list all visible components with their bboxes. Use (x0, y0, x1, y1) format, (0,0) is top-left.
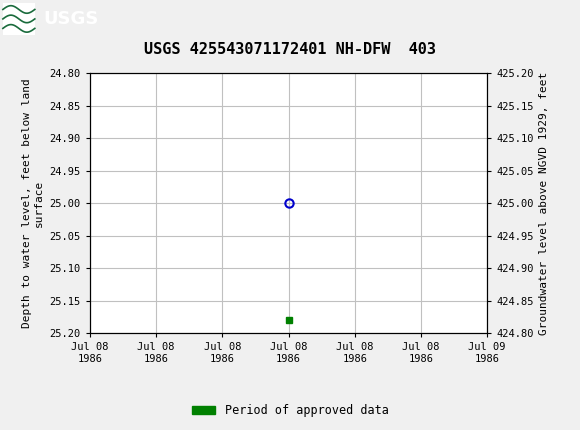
Legend: Period of approved data: Period of approved data (187, 399, 393, 422)
FancyBboxPatch shape (3, 3, 35, 35)
Text: USGS 425543071172401 NH-DFW  403: USGS 425543071172401 NH-DFW 403 (144, 42, 436, 57)
Y-axis label: Depth to water level, feet below land
surface: Depth to water level, feet below land su… (23, 78, 44, 328)
Y-axis label: Groundwater level above NGVD 1929, feet: Groundwater level above NGVD 1929, feet (539, 71, 549, 335)
Text: USGS: USGS (44, 10, 99, 28)
